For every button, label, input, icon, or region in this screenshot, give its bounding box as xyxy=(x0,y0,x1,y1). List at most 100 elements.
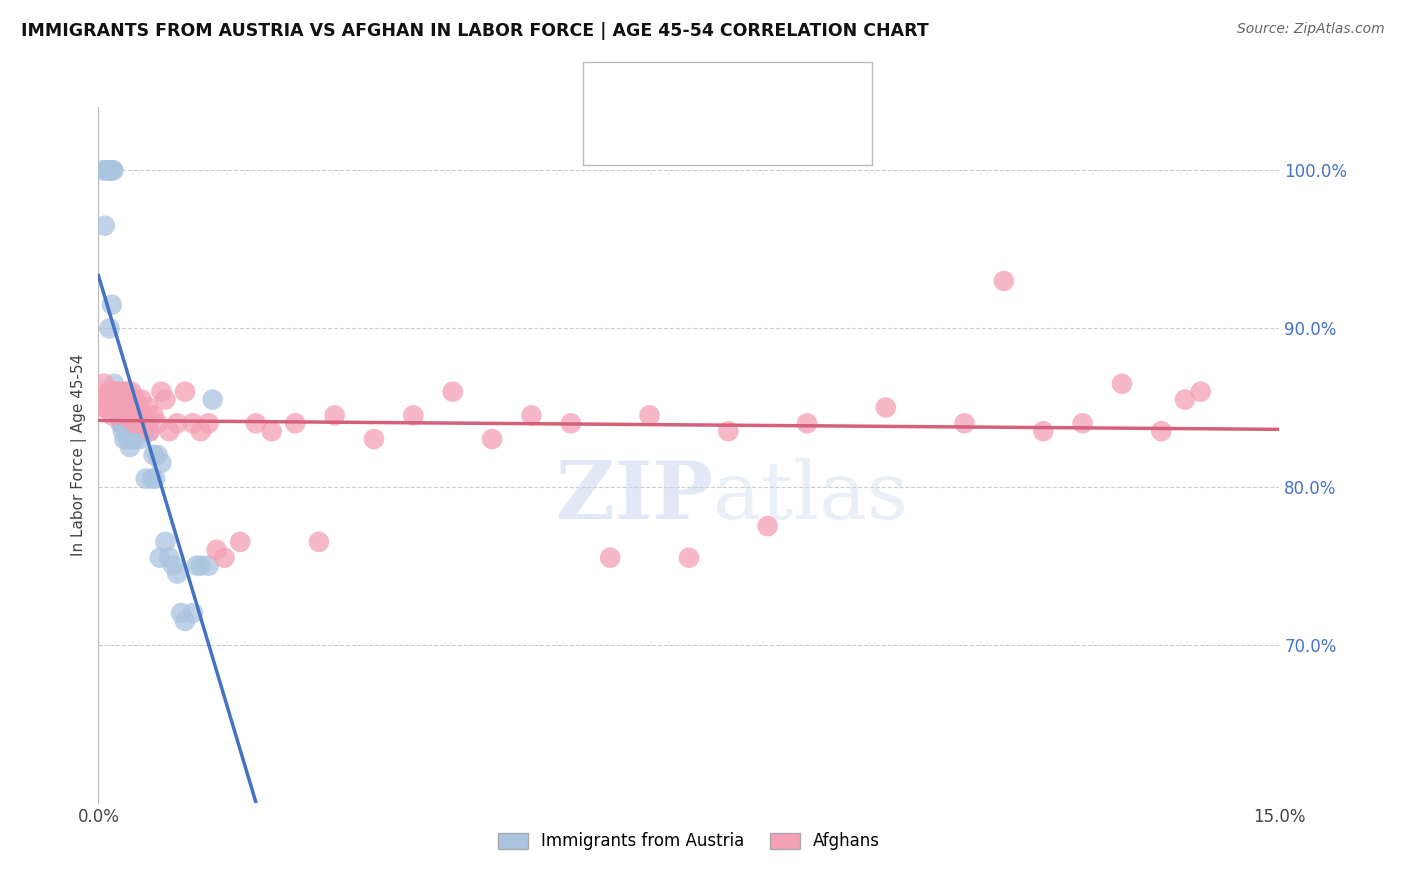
Point xyxy=(97,392,120,407)
Point xyxy=(155,534,177,549)
Point xyxy=(112,417,135,431)
Point xyxy=(141,472,163,486)
Point xyxy=(100,163,122,178)
Point xyxy=(96,401,118,415)
Point xyxy=(117,384,139,399)
Point xyxy=(105,384,128,399)
Point xyxy=(138,424,160,438)
Point xyxy=(142,448,165,462)
Point xyxy=(201,392,224,407)
Y-axis label: In Labor Force | Age 45-54: In Labor Force | Age 45-54 xyxy=(72,354,87,556)
Point xyxy=(756,519,779,533)
Point xyxy=(142,409,165,423)
Point xyxy=(1032,424,1054,438)
Point xyxy=(214,550,236,565)
Point xyxy=(678,550,700,565)
Point xyxy=(105,401,128,415)
Point xyxy=(118,401,141,415)
Point xyxy=(131,417,153,431)
Point xyxy=(101,392,124,407)
Point xyxy=(229,534,252,549)
Point xyxy=(122,409,145,423)
Point xyxy=(308,534,330,549)
Point xyxy=(197,558,219,573)
Point xyxy=(136,417,159,431)
Point xyxy=(284,417,307,431)
Point xyxy=(135,472,157,486)
Point xyxy=(441,384,464,399)
Text: ZIP: ZIP xyxy=(555,458,713,536)
Point xyxy=(103,376,125,391)
Point xyxy=(260,424,283,438)
Point xyxy=(560,417,582,431)
Point xyxy=(149,550,172,565)
Point xyxy=(97,163,120,178)
Point xyxy=(104,401,127,415)
Point xyxy=(117,432,139,446)
Text: IMMIGRANTS FROM AUSTRIA VS AFGHAN IN LABOR FORCE | AGE 45-54 CORRELATION CHART: IMMIGRANTS FROM AUSTRIA VS AFGHAN IN LAB… xyxy=(21,22,929,40)
Point xyxy=(121,432,143,446)
Point xyxy=(190,424,212,438)
Point xyxy=(245,417,267,431)
Point xyxy=(115,392,138,407)
Point xyxy=(155,392,177,407)
Text: 71: 71 xyxy=(730,134,755,152)
Text: R =: R = xyxy=(619,134,658,152)
Point xyxy=(157,424,180,438)
Point xyxy=(91,163,114,178)
Point xyxy=(146,448,169,462)
Point xyxy=(157,550,180,565)
Point xyxy=(105,392,128,407)
Point xyxy=(108,409,131,423)
Point xyxy=(599,550,621,565)
Point xyxy=(146,417,169,431)
Text: 0.131: 0.131 xyxy=(651,134,707,152)
Point xyxy=(132,424,155,438)
Point xyxy=(98,384,121,399)
Point xyxy=(101,163,124,178)
Point xyxy=(112,401,135,415)
Point xyxy=(117,409,139,423)
Point xyxy=(96,163,118,178)
Point xyxy=(174,614,197,628)
Point xyxy=(103,163,125,178)
Point xyxy=(402,409,425,423)
Legend: Immigrants from Austria, Afghans: Immigrants from Austria, Afghans xyxy=(491,826,887,857)
Point xyxy=(104,384,127,399)
Point xyxy=(101,409,124,423)
Point xyxy=(103,384,125,399)
Point xyxy=(190,558,212,573)
Point xyxy=(98,321,121,335)
Text: atlas: atlas xyxy=(713,458,908,536)
Point xyxy=(520,409,543,423)
Point xyxy=(1071,417,1094,431)
Point xyxy=(170,606,193,620)
Point xyxy=(875,401,897,415)
Point xyxy=(103,384,125,399)
Point xyxy=(112,384,135,399)
Point xyxy=(323,409,346,423)
Point xyxy=(197,417,219,431)
Point xyxy=(166,417,188,431)
Point xyxy=(97,163,120,178)
Point xyxy=(110,392,132,407)
Point xyxy=(150,456,173,470)
Point xyxy=(110,417,132,431)
Point xyxy=(111,409,134,423)
Point xyxy=(162,558,184,573)
Point xyxy=(98,163,121,178)
Text: N =: N = xyxy=(686,134,744,152)
Point xyxy=(108,401,131,415)
Point xyxy=(205,542,228,557)
Point xyxy=(181,417,204,431)
Point xyxy=(638,409,661,423)
Point xyxy=(136,401,159,415)
Point xyxy=(143,472,166,486)
Point xyxy=(107,392,129,407)
Point xyxy=(112,432,135,446)
Point xyxy=(1111,376,1133,391)
Point xyxy=(93,392,115,407)
Point xyxy=(131,392,153,407)
Point xyxy=(138,424,160,438)
Point xyxy=(104,392,127,407)
